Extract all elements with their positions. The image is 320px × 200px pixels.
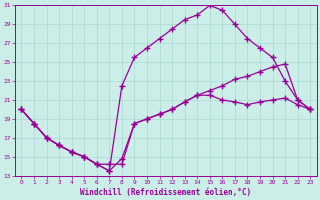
X-axis label: Windchill (Refroidissement éolien,°C): Windchill (Refroidissement éolien,°C): [80, 188, 252, 197]
